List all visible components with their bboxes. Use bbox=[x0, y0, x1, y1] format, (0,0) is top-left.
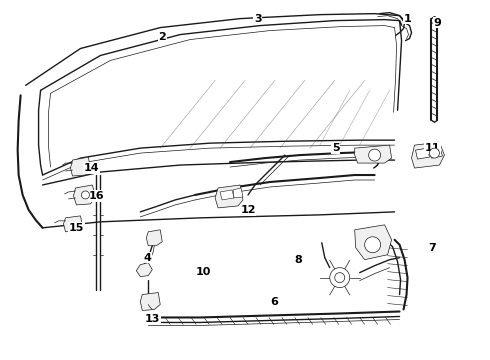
Circle shape bbox=[330, 268, 350, 288]
Text: 8: 8 bbox=[294, 255, 302, 265]
Text: 4: 4 bbox=[144, 253, 151, 263]
Text: 9: 9 bbox=[434, 18, 441, 28]
Polygon shape bbox=[220, 190, 234, 200]
Circle shape bbox=[335, 273, 345, 283]
Circle shape bbox=[368, 149, 381, 161]
Polygon shape bbox=[416, 148, 429, 159]
Polygon shape bbox=[355, 145, 392, 163]
Circle shape bbox=[365, 237, 381, 253]
Polygon shape bbox=[140, 293, 160, 310]
Polygon shape bbox=[429, 146, 442, 158]
Circle shape bbox=[81, 191, 90, 199]
Text: 14: 14 bbox=[84, 163, 99, 173]
Text: 2: 2 bbox=[158, 32, 166, 41]
Text: 10: 10 bbox=[196, 267, 211, 276]
Polygon shape bbox=[355, 225, 392, 260]
Text: 11: 11 bbox=[425, 143, 440, 153]
Polygon shape bbox=[136, 263, 152, 276]
Polygon shape bbox=[71, 157, 91, 176]
Polygon shape bbox=[64, 216, 82, 232]
Polygon shape bbox=[147, 230, 162, 246]
Text: 12: 12 bbox=[240, 205, 256, 215]
Text: 15: 15 bbox=[69, 223, 84, 233]
Text: 7: 7 bbox=[429, 243, 436, 253]
Polygon shape bbox=[412, 142, 444, 168]
Text: 3: 3 bbox=[254, 14, 262, 24]
Text: 5: 5 bbox=[332, 143, 340, 153]
Polygon shape bbox=[74, 185, 96, 205]
Polygon shape bbox=[233, 188, 243, 198]
Text: 1: 1 bbox=[404, 14, 412, 24]
Text: 16: 16 bbox=[89, 191, 104, 201]
Circle shape bbox=[429, 148, 440, 158]
Text: 6: 6 bbox=[270, 297, 278, 306]
Polygon shape bbox=[215, 185, 243, 208]
Text: 13: 13 bbox=[145, 314, 160, 324]
